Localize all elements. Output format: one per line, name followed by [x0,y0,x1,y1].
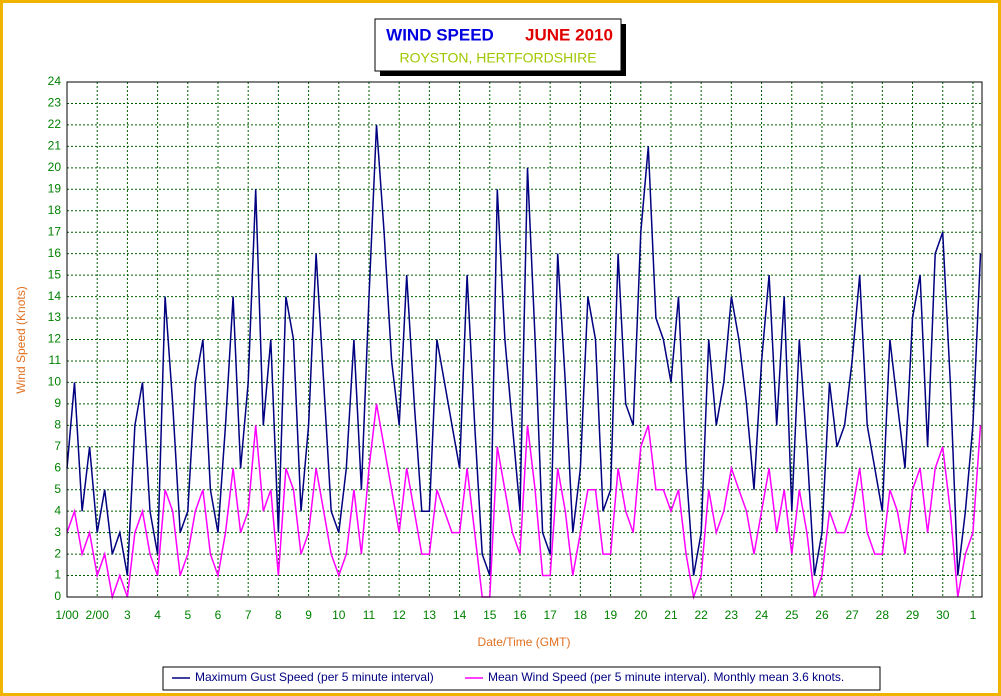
y-tick-label: 8 [54,418,61,432]
x-tick-label: 25 [785,608,799,622]
x-tick-label: 4 [154,608,161,622]
x-tick-label: 17 [543,608,557,622]
x-tick-label: 2/00 [86,608,110,622]
x-tick-label: 13 [423,608,437,622]
x-tick-label: 26 [815,608,829,622]
legend-label: Maximum Gust Speed (per 5 minute interva… [195,670,434,684]
y-tick-label: 17 [48,224,62,238]
x-tick-label: 1/00 [55,608,79,622]
y-tick-label: 1 [54,568,61,582]
x-tick-label: 14 [453,608,467,622]
x-axis-label: Date/Time (GMT) [478,635,571,649]
x-tick-label: 16 [513,608,527,622]
chart-subtitle: ROYSTON, HERTFORDSHIRE [399,50,596,66]
y-tick-label: 23 [48,96,62,110]
y-tick-label: 5 [54,482,61,496]
chart-title-date: JUNE 2010 [525,25,613,44]
y-tick-label: 10 [48,375,62,389]
y-tick-label: 6 [54,460,61,474]
y-tick-label: 2 [54,546,61,560]
y-tick-label: 3 [54,525,61,539]
y-tick-label: 4 [54,503,61,517]
series-line [66,124,982,576]
x-tick-label: 11 [363,608,376,622]
chart-title: WIND SPEED [386,25,494,44]
x-tick-label: 24 [755,608,769,622]
y-tick-label: 24 [48,74,62,88]
x-tick-label: 19 [604,608,618,622]
x-tick-label: 28 [876,608,890,622]
legend-label: Mean Wind Speed (per 5 minute interval).… [488,670,844,684]
y-tick-label: 9 [54,396,61,410]
y-tick-label: 11 [49,353,62,367]
y-tick-label: 18 [48,203,62,217]
series-line [66,403,982,600]
y-tick-label: 14 [48,289,62,303]
x-tick-label: 27 [845,608,859,622]
title-box [374,18,622,72]
x-tick-label: 7 [245,608,252,622]
plot-border [66,81,983,598]
x-tick-label: 9 [305,608,312,622]
x-tick-label: 21 [664,608,678,622]
x-tick-label: 3 [124,608,131,622]
y-tick-label: 16 [48,246,62,260]
y-tick-label: 19 [48,181,62,195]
y-axis-label: Wind Speed (Knots) [14,286,28,393]
y-tick-label: 0 [54,589,61,603]
x-tick-label: 5 [184,608,191,622]
y-tick-label: 22 [48,117,62,131]
x-tick-label: 18 [574,608,588,622]
y-tick-label: 7 [54,439,61,453]
x-tick-label: 12 [392,608,406,622]
x-tick-label: 10 [332,608,346,622]
x-tick-label: 15 [483,608,497,622]
x-tick-label: 6 [215,608,222,622]
x-tick-label: 30 [936,608,950,622]
y-tick-label: 21 [48,139,62,153]
x-tick-label: 1 [970,608,977,622]
x-tick-label: 29 [906,608,920,622]
x-tick-label: 23 [725,608,739,622]
x-tick-label: 20 [634,608,648,622]
y-tick-label: 20 [48,160,62,174]
legend-box [162,666,881,691]
y-tick-label: 15 [48,267,62,281]
x-tick-label: 8 [275,608,282,622]
y-tick-label: 12 [48,332,62,346]
y-tick-label: 13 [48,310,62,324]
x-tick-label: 22 [694,608,708,622]
